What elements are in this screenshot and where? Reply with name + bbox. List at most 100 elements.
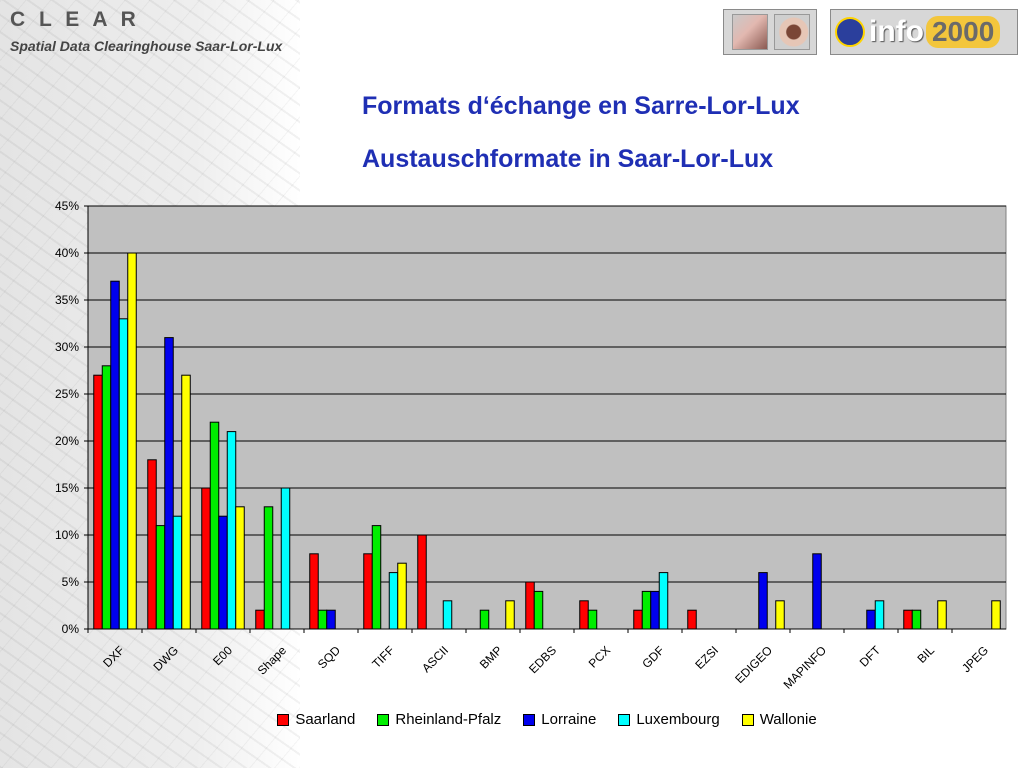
- x-tick-label: TIFF: [369, 643, 397, 671]
- bar-rheinland-pfalz: [641, 590, 652, 630]
- bar-lorraine: [650, 590, 660, 630]
- x-tick-label: JPEG: [959, 643, 991, 675]
- bar-wallonie: [505, 600, 515, 630]
- bar-saarland: [417, 534, 427, 630]
- flag-image-icon: [732, 14, 768, 50]
- logo-info-text: info: [869, 15, 924, 48]
- x-tick-label: Shape: [255, 643, 290, 678]
- legend-label: Saarland: [295, 711, 356, 728]
- legend-swatch: [741, 713, 754, 726]
- bar-rheinland-pfalz: [101, 365, 112, 630]
- brand-subtitle: Spatial Data Clearinghouse Saar-Lor-Lux: [10, 38, 283, 54]
- bar-luxembourg: [442, 600, 453, 630]
- legend-label: Lorraine: [541, 711, 597, 728]
- x-tick-label: DFT: [857, 643, 884, 670]
- bar-rheinland-pfalz: [209, 421, 220, 630]
- bar-saarland: [579, 600, 589, 630]
- x-tick-label: MAPINFO: [781, 643, 830, 692]
- eye-image-icon: [774, 14, 810, 50]
- y-tick-label: 5%: [62, 575, 80, 589]
- bar-saarland: [147, 459, 157, 630]
- bar-saarland: [633, 609, 643, 630]
- bar-rheinland-pfalz: [371, 525, 382, 630]
- bar-saarland: [903, 609, 913, 630]
- bar-lorraine: [866, 609, 876, 630]
- x-tick-label: GDF: [639, 643, 667, 671]
- x-tick-label: E00: [210, 643, 235, 668]
- x-tick-label: DXF: [100, 643, 127, 670]
- chart-legend: Saarland Rheinland-Pfalz Lorraine Luxembour…: [0, 711, 1024, 728]
- legend-swatch: [277, 713, 290, 726]
- x-tick-label: PCX: [586, 643, 613, 670]
- legend-item: Lorraine: [523, 711, 596, 728]
- bar-wallonie: [775, 600, 785, 630]
- y-tick-label: 0%: [62, 622, 80, 636]
- bar-rheinland-pfalz: [587, 609, 598, 630]
- bar-luxembourg: [658, 572, 669, 630]
- bar-saarland: [93, 374, 103, 630]
- x-tick-label: SQD: [315, 643, 344, 672]
- bar-lorraine: [326, 609, 336, 630]
- x-tick-label: ASCII: [419, 643, 451, 675]
- y-tick-label: 15%: [55, 481, 79, 495]
- bar-rheinland-pfalz: [155, 525, 166, 630]
- bar-lorraine: [812, 553, 822, 630]
- y-tick-label: 30%: [55, 340, 79, 354]
- bar-rheinland-pfalz: [263, 506, 274, 630]
- partner-logo: [723, 9, 817, 55]
- y-tick-label: 40%: [55, 246, 79, 260]
- bar-wallonie: [127, 252, 137, 630]
- x-tick-label: EDBS: [526, 643, 559, 676]
- legend-item: Luxembourg: [618, 711, 720, 728]
- y-tick-label: 20%: [55, 434, 79, 448]
- legend-swatch: [523, 713, 536, 726]
- legend-swatch: [618, 713, 631, 726]
- bar-wallonie: [181, 374, 191, 630]
- legend-item: Wallonie: [741, 711, 817, 728]
- bar-luxembourg: [874, 600, 885, 630]
- bar-saarland: [687, 609, 697, 630]
- y-tick-label: 10%: [55, 528, 79, 542]
- y-tick-label: 45%: [55, 199, 79, 213]
- logo-year-text: 2000: [925, 16, 1001, 48]
- legend-label: Luxembourg: [636, 711, 720, 728]
- bar-rheinland-pfalz: [911, 609, 922, 630]
- bar-luxembourg: [388, 572, 399, 630]
- bar-wallonie: [991, 600, 1001, 630]
- bar-luxembourg: [226, 431, 237, 630]
- y-tick-label: 25%: [55, 387, 79, 401]
- chart-title: Formats d‘échange en Sarre-Lor-Lux: [362, 92, 800, 120]
- bar-rheinland-pfalz: [479, 609, 490, 630]
- info2000-logo: info 2000: [830, 9, 1018, 55]
- bar-rheinland-pfalz: [317, 609, 328, 630]
- bar-lorraine: [758, 572, 768, 630]
- bar-lorraine: [110, 280, 120, 630]
- bar-lorraine: [164, 337, 174, 630]
- bar-saarland: [255, 609, 265, 630]
- legend-label: Rheinland-Pfalz: [395, 711, 502, 728]
- eu-stars-icon: [835, 17, 865, 47]
- x-tick-label: EDIGEO: [732, 643, 775, 686]
- bar-wallonie: [235, 506, 245, 630]
- chart-subtitle: Austauschformate in Saar-Lor-Lux: [362, 145, 774, 173]
- bar-saarland: [309, 553, 319, 630]
- bar-saarland: [201, 487, 211, 630]
- bar-rheinland-pfalz: [533, 590, 544, 630]
- bar-luxembourg: [172, 515, 183, 630]
- bar-wallonie: [937, 600, 947, 630]
- x-tick-label: BMP: [477, 643, 505, 671]
- legend-item: Rheinland-Pfalz: [377, 711, 501, 728]
- bar-saarland: [525, 581, 535, 630]
- y-tick-label: 35%: [55, 293, 79, 307]
- bar-wallonie: [397, 562, 407, 630]
- x-tick-label: DWG: [150, 643, 181, 674]
- brand-title: C L E A R: [10, 8, 140, 31]
- bar-luxembourg: [280, 487, 291, 630]
- bar-luxembourg: [118, 318, 129, 630]
- legend-swatch: [377, 713, 390, 726]
- legend-label: Wallonie: [759, 711, 817, 728]
- x-tick-label: EZSI: [692, 643, 721, 672]
- x-tick-label: BIL: [914, 643, 937, 666]
- bar-saarland: [363, 553, 373, 630]
